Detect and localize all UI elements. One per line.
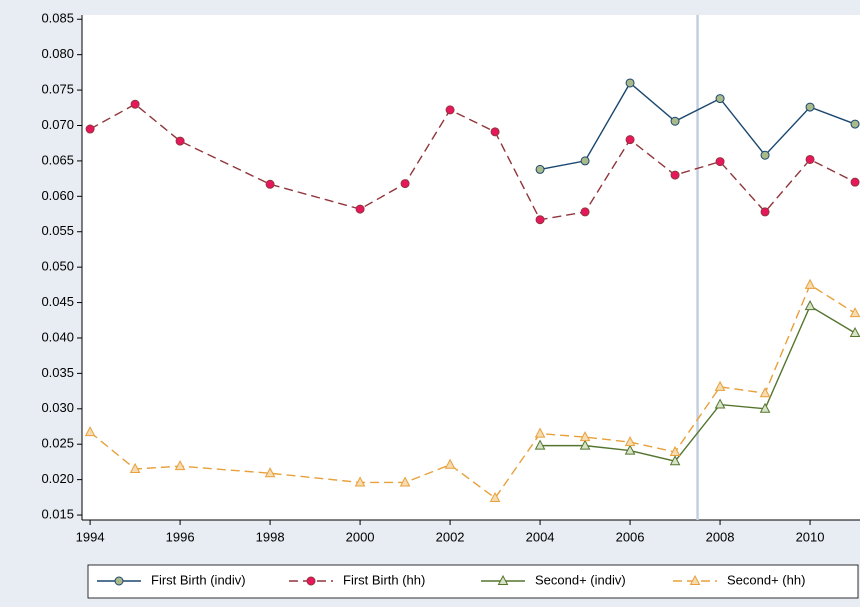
y-tick-label: 0.060 <box>41 188 74 203</box>
y-tick-label: 0.085 <box>41 11 74 26</box>
x-tick-label: 1996 <box>166 529 195 544</box>
marker <box>670 116 680 126</box>
marker <box>445 105 455 115</box>
marker <box>850 119 860 129</box>
y-tick-label: 0.025 <box>41 436 74 451</box>
x-tick-label: 1994 <box>76 529 105 544</box>
marker <box>84 426 96 437</box>
marker <box>355 204 365 214</box>
series-line <box>539 81 856 171</box>
legend <box>87 564 859 599</box>
marker <box>715 157 725 167</box>
y-tick-label: 0.080 <box>41 46 74 61</box>
legend-label: Second+ (indiv) <box>535 572 626 587</box>
marker <box>715 94 725 104</box>
marker <box>535 215 545 225</box>
y-tick-label: 0.050 <box>41 259 74 274</box>
marker <box>670 170 680 180</box>
legend-marker <box>497 574 509 585</box>
marker <box>264 467 276 478</box>
marker <box>399 476 411 487</box>
x-tick-label: 2008 <box>706 529 735 544</box>
x-tick-label: 1998 <box>256 529 285 544</box>
legend-label: First Birth (hh) <box>343 572 425 587</box>
x-tick-label: 2002 <box>436 529 465 544</box>
marker <box>534 427 546 438</box>
x-tick-label: 2004 <box>526 529 555 544</box>
y-tick-label: 0.030 <box>41 400 74 415</box>
marker <box>129 462 141 474</box>
marker <box>175 136 185 146</box>
marker <box>669 445 681 457</box>
x-tick-label: 2010 <box>796 529 825 544</box>
y-tick-label: 0.065 <box>41 152 74 167</box>
marker <box>804 300 816 311</box>
marker <box>760 207 770 217</box>
marker <box>714 398 726 409</box>
y-tick-label: 0.070 <box>41 117 74 132</box>
marker <box>265 179 275 189</box>
marker <box>580 156 590 166</box>
marker <box>490 127 500 137</box>
legend-marker <box>306 576 316 586</box>
plot-area <box>82 15 860 520</box>
y-tick-label: 0.045 <box>41 294 74 309</box>
marker <box>804 278 816 289</box>
y-tick-label: 0.055 <box>41 223 74 238</box>
marker <box>849 307 860 318</box>
y-tick-label: 0.075 <box>41 82 74 97</box>
marker <box>805 102 815 112</box>
marker <box>759 387 771 398</box>
marker <box>714 380 726 391</box>
marker <box>760 150 770 160</box>
marker <box>579 439 591 450</box>
marker <box>624 436 636 447</box>
y-tick-label: 0.020 <box>41 471 74 486</box>
legend-marker <box>689 574 701 585</box>
marker <box>669 455 681 466</box>
marker <box>579 431 591 442</box>
marker <box>535 164 545 174</box>
marker <box>174 460 186 471</box>
marker <box>444 458 456 469</box>
marker <box>625 78 635 88</box>
y-tick-label: 0.015 <box>41 506 74 521</box>
legend-marker <box>114 576 124 586</box>
marker <box>849 326 860 338</box>
marker <box>759 402 771 413</box>
legend-label: Second+ (hh) <box>727 572 805 587</box>
marker <box>625 135 635 145</box>
marker <box>580 207 590 217</box>
x-tick-label: 2000 <box>346 529 375 544</box>
marker <box>400 179 410 189</box>
y-tick-label: 0.035 <box>41 365 74 380</box>
y-tick-label: 0.040 <box>41 329 74 344</box>
marker <box>805 154 815 164</box>
marker <box>489 491 501 503</box>
marker <box>534 439 546 450</box>
legend-label: First Birth (indiv) <box>151 572 246 587</box>
series-line <box>540 305 856 462</box>
series-line <box>89 283 856 500</box>
marker <box>850 177 860 187</box>
marker <box>130 99 140 109</box>
marker <box>85 124 95 134</box>
marker <box>624 444 636 455</box>
series-line <box>89 103 856 221</box>
marker <box>354 476 366 487</box>
x-tick-label: 2006 <box>616 529 645 544</box>
